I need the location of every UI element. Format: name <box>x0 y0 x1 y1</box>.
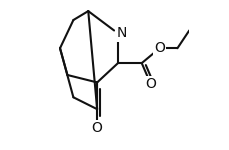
Text: O: O <box>91 122 102 135</box>
Text: N: N <box>116 26 126 40</box>
Text: O: O <box>144 77 155 91</box>
Text: O: O <box>153 41 164 55</box>
